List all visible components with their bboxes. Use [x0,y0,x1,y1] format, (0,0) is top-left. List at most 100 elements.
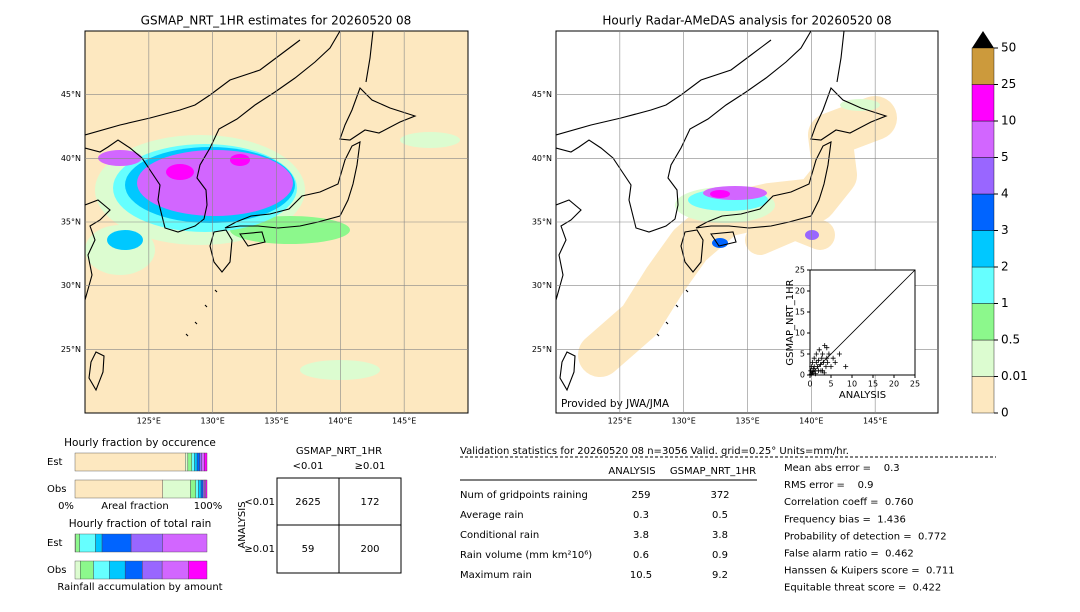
y-tick-label: 25 [795,266,805,275]
fraction-title: Hourly fraction by occurence [64,437,216,449]
fraction-segment [109,560,126,580]
credit: Provided by JWA/JMA [561,398,670,410]
point [808,371,814,377]
colorbar-band [971,230,995,268]
fraction-segment [74,560,81,580]
col-label: <0.01 [293,461,324,472]
lon-tick-label: 145°E [392,417,416,426]
lon-tick-label: 145°E [863,417,887,426]
point [843,364,849,370]
score: False alarm ratio = 0.462 [784,549,914,560]
colorbar-band [971,84,995,122]
stats-value: 372 [710,490,729,501]
cell: 172 [360,497,379,508]
colorbar-band [971,339,995,377]
stats-column: GSMAP_NRT_1HR [670,466,756,477]
fraction-segment [198,479,202,499]
y-axis-label: GSMAP_NRT_1HR [785,279,796,365]
point [813,351,819,357]
lon-tick-label: 140°E [328,417,352,426]
lat-tick-label: 30°N [61,281,81,290]
row-title: ANALYSIS [237,501,248,548]
lon-tick-label: 125°E [137,417,161,426]
fraction-segment [95,533,103,553]
lon-tick-label: 135°E [264,417,288,426]
fraction-segment [190,479,196,499]
fraction-segment [162,479,191,499]
score: Frequency bias = 1.436 [784,514,906,525]
colorbar-label: 2 [1001,260,1009,274]
cell: 2625 [295,497,320,508]
score: Equitable threat score = 0.422 [784,583,941,594]
fraction-segment [101,533,132,553]
point [818,362,823,367]
point [815,364,821,370]
x-tick-label: 10 [847,380,857,389]
stats-value: 0.9 [712,550,728,561]
lat-tick-label: 45°N [532,90,552,99]
lon-tick-label: 130°E [201,417,225,426]
stats-row-label: Average rain [460,510,524,521]
fraction-segment [161,560,189,580]
table-title: GSMAP_NRT_1HR [296,446,382,457]
fraction-segment [199,452,202,472]
row-label: Obs [47,565,66,576]
fraction-segment [93,560,110,580]
lat-tick-label: 35°N [532,218,552,227]
score: RMS error = 0.9 [784,480,874,491]
row-label: Obs [47,484,66,495]
point [832,359,838,365]
row-label: Est [47,457,63,468]
fraction-segment [204,452,208,472]
point [821,370,827,376]
lon-tick-label: 140°E [799,417,823,426]
stats-value: 259 [631,490,650,501]
colorbar-band [971,193,995,231]
colorbar-band [971,376,995,414]
x-axis-label: ANALYSIS [839,390,886,401]
stats-row-label: Maximum rain [460,570,532,581]
fraction-segment [80,560,94,580]
lat-tick-label: 45°N [61,90,81,99]
fraction-segment [185,452,189,472]
point [809,370,815,376]
map-title: GSMAP_NRT_1HR estimates for 20260520 08 [141,14,412,28]
x-tick-label: 20 [889,380,899,389]
point [810,369,816,375]
fraction-title: Hourly fraction of total rain [69,518,212,530]
stats-row-label: Conditional rain [460,530,539,541]
x-tick-label: 15 [868,380,878,389]
fraction-segment [188,560,208,580]
fraction-segment [142,560,163,580]
fraction-segment [194,452,198,472]
stats-row-label: Num of gridpoints raining [460,490,588,501]
stats-row-label: Rain volume (mm km²10⁶) [460,550,592,561]
score: Mean abs error = 0.3 [784,463,900,474]
stats-column: ANALYSIS [608,466,655,477]
colorbar-label: 10 [1001,114,1016,128]
footer: Rainfall accumulation by amount [57,582,222,593]
x-tick-label: 25 [910,380,920,389]
fraction-segment [130,533,163,553]
x-tick-label: 0 [807,380,812,389]
stats-value: 0.6 [633,550,649,561]
point [828,364,834,370]
contingency-grid [276,477,402,574]
stats-header: Validation statistics for 20260520 08 n=… [460,446,849,457]
stats-value: 0.5 [712,510,728,521]
colorbar-label: 5 [1001,150,1009,164]
y-tick-label: 20 [795,287,805,296]
footer: 0% [58,501,74,512]
colorbar-label: 50 [1001,41,1016,55]
point [824,355,830,361]
fraction-segment [79,533,96,553]
stats-value: 9.2 [712,570,728,581]
point [820,351,826,357]
x-tick-label: 5 [828,380,833,389]
row-label: ≥0.01 [244,544,275,555]
point [836,351,842,357]
col-label: ≥0.01 [355,461,386,472]
fraction-segment [124,560,143,580]
point [824,345,830,351]
